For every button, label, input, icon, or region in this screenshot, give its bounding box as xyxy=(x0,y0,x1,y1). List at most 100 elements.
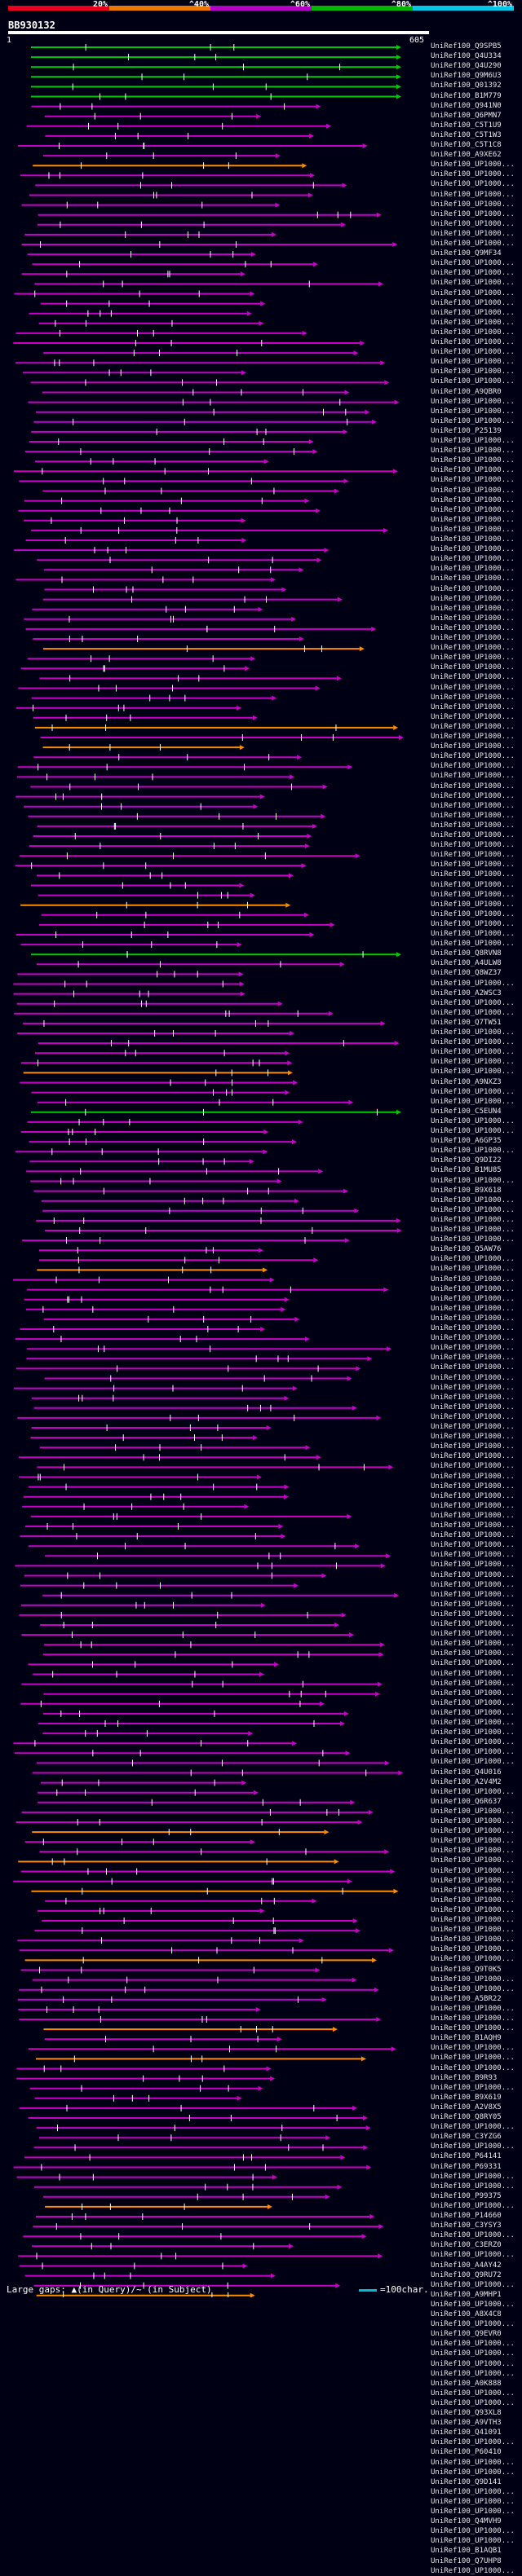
hit-label[interactable]: UniRef100_UP1000... xyxy=(431,1620,515,1628)
hit-label[interactable]: UniRef100_UP1000... xyxy=(431,791,515,800)
hit-label[interactable]: UniRef100_UP1000... xyxy=(431,1689,515,1698)
hit-label[interactable]: UniRef100_UP1000... xyxy=(431,348,515,357)
hit-label[interactable]: UniRef100_UP1000... xyxy=(431,200,515,209)
hit-label[interactable]: UniRef100_UP1000... xyxy=(431,328,515,337)
hit-label[interactable]: UniRef100_UP1000... xyxy=(431,2024,515,2033)
hit-label[interactable]: UniRef100_UP1000... xyxy=(431,1679,515,1688)
hit-label[interactable]: UniRef100_UP1000... xyxy=(431,1482,515,1491)
hit-label[interactable]: UniRef100_UP1000... xyxy=(431,515,515,524)
hit-label[interactable]: UniRef100_UP1000... xyxy=(431,368,515,376)
hit-label[interactable]: UniRef100_P60410 xyxy=(431,2448,502,2457)
hit-label[interactable]: UniRef100_UP1000... xyxy=(431,644,515,653)
hit-label[interactable]: UniRef100_Q9M6U3 xyxy=(431,72,502,81)
hit-label[interactable]: UniRef100_UP1000... xyxy=(431,2398,515,2407)
hit-label[interactable]: UniRef100_UP1000... xyxy=(431,1521,515,1530)
hit-label[interactable]: UniRef100_UP1000... xyxy=(431,831,515,839)
hit-label[interactable]: UniRef100_UP1000... xyxy=(431,1423,515,1431)
hit-label[interactable]: UniRef100_Q6PMN7 xyxy=(431,111,502,120)
hit-label[interactable]: UniRef100_UP1000... xyxy=(431,1284,515,1293)
hit-label[interactable]: UniRef100_UP1000... xyxy=(431,1669,515,1678)
hit-label[interactable]: UniRef100_UP1000... xyxy=(431,259,515,268)
hit-label[interactable]: UniRef100_UP1000... xyxy=(431,1334,515,1343)
hit-label[interactable]: UniRef100_UP1000... xyxy=(431,407,515,416)
hit-label[interactable]: UniRef100_UP1000... xyxy=(431,1068,515,1077)
hit-label[interactable]: UniRef100_UP1000... xyxy=(431,2123,515,2132)
hit-label[interactable]: UniRef100_UP1000... xyxy=(431,623,515,632)
hit-label[interactable]: UniRef100_UP1000... xyxy=(431,209,515,218)
hit-label[interactable]: UniRef100_UP1000... xyxy=(431,1541,515,1550)
hit-label[interactable]: UniRef100_UP1000... xyxy=(431,1876,515,1885)
hit-label[interactable]: UniRef100_UP1000... xyxy=(431,279,515,288)
hit-label[interactable]: UniRef100_UP1000... xyxy=(431,712,515,721)
hit-label[interactable]: UniRef100_B9R93 xyxy=(431,2073,498,2082)
hit-label[interactable]: UniRef100_UP1000... xyxy=(431,1905,515,1914)
hit-label[interactable]: UniRef100_UP1000... xyxy=(431,575,515,583)
hit-label[interactable]: UniRef100_UP1000... xyxy=(431,2468,515,2477)
hit-label[interactable]: UniRef100_UP1000... xyxy=(431,1226,515,1234)
hit-label[interactable]: UniRef100_C5T1C8 xyxy=(431,141,502,149)
hit-label[interactable]: UniRef100_UP1000... xyxy=(431,1580,515,1589)
hit-label[interactable]: UniRef100_B1M779 xyxy=(431,91,502,100)
hit-label[interactable]: UniRef100_UP1000... xyxy=(431,1501,515,1510)
hit-label[interactable]: UniRef100_UP1000... xyxy=(431,801,515,810)
hit-label[interactable]: UniRef100_UP1000... xyxy=(431,1196,515,1204)
hit-label[interactable]: UniRef100_UP1000... xyxy=(431,505,515,514)
hit-label[interactable]: UniRef100_Q9EVR0 xyxy=(431,2330,502,2339)
hit-label[interactable]: UniRef100_UP1000... xyxy=(431,219,515,228)
hit-label[interactable]: UniRef100_UP1000... xyxy=(431,752,515,761)
hit-label[interactable]: UniRef100_A9XE62 xyxy=(431,151,502,160)
hit-label[interactable]: UniRef100_UP1000... xyxy=(431,1748,515,1757)
hit-label[interactable]: UniRef100_Q9SPB5 xyxy=(431,42,502,51)
hit-label[interactable]: UniRef100_UP1000... xyxy=(431,318,515,327)
hit-label[interactable]: UniRef100_UP1000... xyxy=(431,733,515,741)
hit-label[interactable]: UniRef100_UP1000... xyxy=(431,2231,515,2240)
hit-label[interactable]: UniRef100_Q4U016 xyxy=(431,1768,502,1777)
hit-label[interactable]: UniRef100_UP1000... xyxy=(431,1433,515,1442)
hit-label[interactable]: UniRef100_UP1000... xyxy=(431,1659,515,1668)
hit-label[interactable]: UniRef100_A2V4M2 xyxy=(431,1777,502,1786)
hit-label[interactable]: UniRef100_UP1000... xyxy=(431,555,515,564)
hit-label[interactable]: UniRef100_Q5AW76 xyxy=(431,1245,502,1254)
hit-label[interactable]: UniRef100_UP1000... xyxy=(431,308,515,317)
hit-label[interactable]: UniRef100_UP1000... xyxy=(431,1886,515,1895)
hit-label[interactable]: UniRef100_UP1000... xyxy=(431,614,515,623)
hit-label[interactable]: UniRef100_UP1000... xyxy=(431,1817,515,1825)
hit-label[interactable]: UniRef100_UP1000... xyxy=(431,377,515,386)
hit-label[interactable]: UniRef100_UP1000... xyxy=(431,979,515,988)
hit-label[interactable]: UniRef100_UP1000... xyxy=(431,1590,515,1599)
hit-label[interactable]: UniRef100_UP1000... xyxy=(431,2349,515,2358)
hit-label[interactable]: UniRef100_UP1000... xyxy=(431,2300,515,2309)
hit-label[interactable]: UniRef100_UP1000... xyxy=(431,1945,515,1954)
hit-label[interactable]: UniRef100_UP1000... xyxy=(431,1265,515,1274)
hit-label[interactable]: UniRef100_Q9RU72 xyxy=(431,2270,502,2279)
hit-label[interactable]: UniRef100_UP1000... xyxy=(431,1373,515,1382)
hit-label[interactable]: UniRef100_UP1000... xyxy=(431,1038,515,1047)
hit-label[interactable]: UniRef100_UP1000... xyxy=(431,851,515,860)
hit-label[interactable]: UniRef100_Q941N0 xyxy=(431,101,502,110)
hit-label[interactable]: UniRef100_Q9DI22 xyxy=(431,1156,502,1165)
hit-label[interactable]: UniRef100_A5BR22 xyxy=(431,1994,502,2003)
hit-label[interactable]: UniRef100_A6GP35 xyxy=(431,1137,502,1146)
hit-label[interactable]: UniRef100_C3ERZ0 xyxy=(431,2241,502,2250)
hit-label[interactable]: UniRef100_Q9MF34 xyxy=(431,249,502,258)
hit-label[interactable]: UniRef100_UP1000... xyxy=(431,2458,515,2467)
hit-label[interactable]: UniRef100_UP1000... xyxy=(431,1452,515,1461)
hit-label[interactable]: UniRef100_Q9D141 xyxy=(431,2477,502,2486)
hit-label[interactable]: UniRef100_UP1000... xyxy=(431,486,515,495)
hit-label[interactable]: UniRef100_UP1000... xyxy=(431,298,515,307)
hit-label[interactable]: UniRef100_UP1000... xyxy=(431,1127,515,1135)
hit-label[interactable]: UniRef100_UP1000... xyxy=(431,1344,515,1353)
hit-label[interactable]: UniRef100_UP1000... xyxy=(431,1640,515,1649)
hit-label[interactable]: UniRef100_C3YZG6 xyxy=(431,2133,502,2142)
hit-label[interactable]: UniRef100_B1AQH9 xyxy=(431,2034,502,2043)
hit-label[interactable]: UniRef100_B9X619 xyxy=(431,2093,502,2102)
hit-label[interactable]: UniRef100_Q6R637 xyxy=(431,1797,502,1806)
hit-label[interactable]: UniRef100_UP1000... xyxy=(431,2280,515,2289)
hit-label[interactable]: UniRef100_P14660 xyxy=(431,2212,502,2220)
hit-label[interactable]: UniRef100_UP1000... xyxy=(431,1600,515,1609)
hit-label[interactable]: UniRef100_UP1000... xyxy=(431,1935,515,1944)
hit-label[interactable]: UniRef100_UP1000... xyxy=(431,930,515,938)
hit-label[interactable]: UniRef100_B1MU85 xyxy=(431,1166,502,1175)
hit-label[interactable]: UniRef100_P99375 xyxy=(431,2191,502,2200)
hit-label[interactable]: UniRef100_UP1000... xyxy=(431,841,515,850)
